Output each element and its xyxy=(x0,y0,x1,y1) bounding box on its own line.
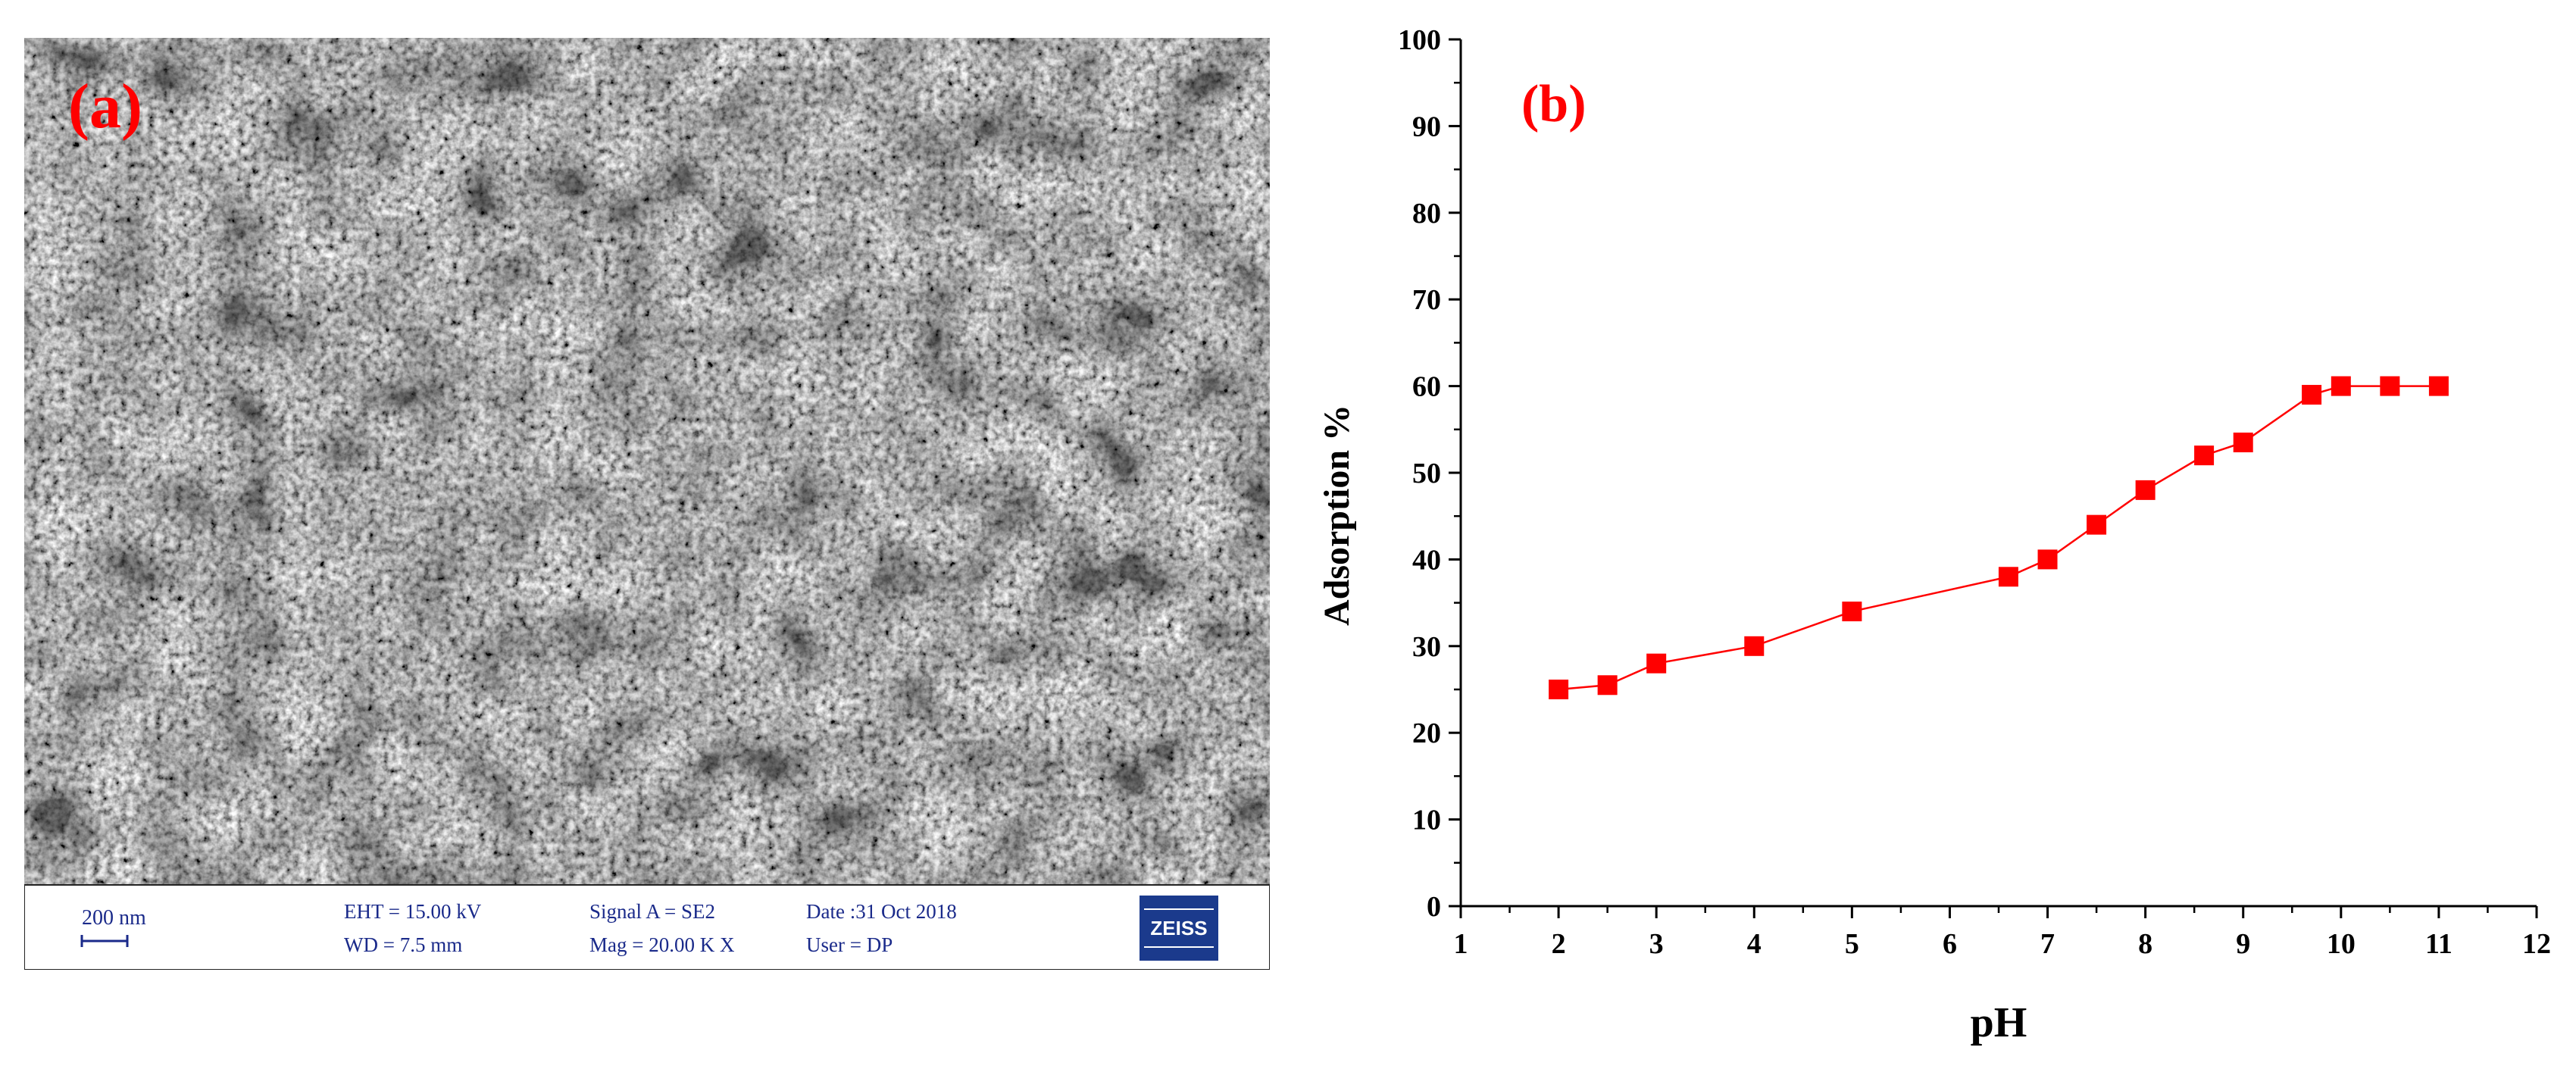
panel-label-a: (a) xyxy=(68,71,142,142)
scale-bar-label: 200 nm xyxy=(82,906,146,930)
x-axis-ticks: 1 2 3 4 5 6 7 8 9 10 11 12 xyxy=(1454,906,2551,960)
svg-text:ZEISS: ZEISS xyxy=(1150,917,1207,939)
series-line xyxy=(1558,385,2439,691)
x-tick-label: 7 xyxy=(2040,928,2055,960)
x-tick-label: 4 xyxy=(1747,928,1762,960)
y-tick-label: 90 xyxy=(1412,111,1441,142)
data-point xyxy=(1842,602,1862,622)
sem-figure: (a) 200 nm EHT = 15.00 kV WD = 7.5 mm Si… xyxy=(24,38,1270,970)
sem-wd: WD = 7.5 mm xyxy=(344,933,462,956)
y-tick-label: 10 xyxy=(1412,805,1441,836)
x-tick-label: 3 xyxy=(1649,928,1664,960)
data-point xyxy=(1744,636,1765,656)
y-tick-label: 20 xyxy=(1412,717,1441,749)
series-layer xyxy=(1549,376,2449,699)
x-tick-label: 1 xyxy=(1454,928,1468,960)
chart-axes xyxy=(1459,39,2537,908)
sem-signal: Signal A = SE2 xyxy=(589,900,715,923)
zeiss-logo: ZEISS xyxy=(1140,896,1218,961)
x-tick-label: 10 xyxy=(2327,928,2356,960)
x-tick-label: 2 xyxy=(1552,928,1566,960)
y-tick-label: 50 xyxy=(1412,458,1441,489)
panel-label-b: (b) xyxy=(1521,75,1587,133)
data-point xyxy=(2037,549,2058,570)
y-tick-label: 60 xyxy=(1412,371,1441,403)
x-tick-label: 8 xyxy=(2138,928,2152,960)
sem-user: User = DP xyxy=(806,933,893,956)
y-tick-label: 70 xyxy=(1412,284,1441,316)
y-tick-label: 30 xyxy=(1412,631,1441,663)
x-axis-label: pH xyxy=(1971,999,2027,1046)
data-point xyxy=(1998,567,2018,587)
data-point xyxy=(2087,514,2107,535)
data-point xyxy=(1597,675,1618,696)
data-point xyxy=(2428,376,2449,396)
y-tick-label: 40 xyxy=(1412,544,1441,576)
y-tick-label: 0 xyxy=(1427,891,1441,923)
data-point xyxy=(2233,432,2253,452)
chart-panel: 0 10 20 30 40 50 60 70 80 90 100 1 2 3 4 5 6 7 8 9 10 11 12 (… xyxy=(1318,0,2576,1066)
data-point xyxy=(2380,376,2400,396)
data-point xyxy=(2135,480,2156,500)
x-tick-label: 9 xyxy=(2236,928,2250,960)
sem-panel: (a) 200 nm EHT = 15.00 kV WD = 7.5 mm Si… xyxy=(24,38,1270,970)
x-tick-label: 12 xyxy=(2522,928,2551,960)
data-point xyxy=(1646,653,1667,674)
data-point xyxy=(2302,385,2322,405)
x-tick-label: 5 xyxy=(1845,928,1859,960)
sem-mag: Mag = 20.00 K X xyxy=(589,933,735,956)
x-tick-label: 6 xyxy=(1943,928,1957,960)
sem-eht: EHT = 15.00 kV xyxy=(344,900,482,923)
data-point xyxy=(1549,680,1569,699)
y-axis-ticks: 0 10 20 30 40 50 60 70 80 90 100 xyxy=(1398,24,1461,923)
data-point xyxy=(2194,445,2215,466)
y-tick-label: 100 xyxy=(1398,24,1441,56)
y-tick-label: 80 xyxy=(1412,198,1441,230)
sem-date: Date :31 Oct 2018 xyxy=(806,900,957,923)
data-point xyxy=(2331,376,2351,396)
sem-info-bar xyxy=(24,884,1270,970)
y-axis-label: Adsorption % xyxy=(1318,405,1357,626)
x-tick-label: 11 xyxy=(2425,928,2453,960)
